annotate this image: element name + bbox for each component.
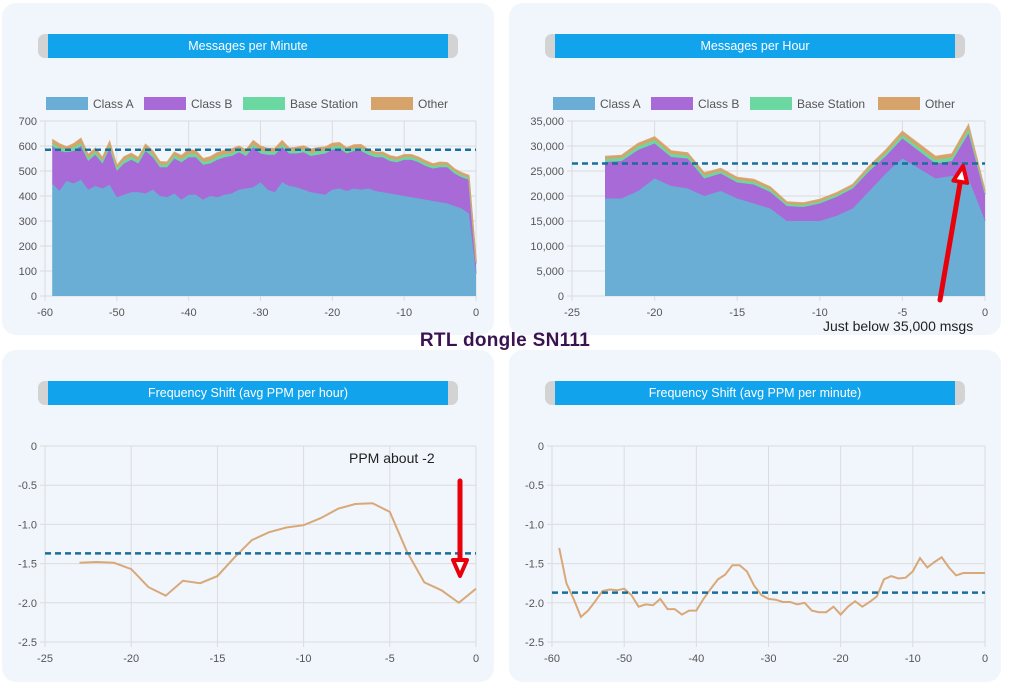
panel-ppm-per-hour (2, 350, 494, 682)
x-tick-label: -10 (396, 307, 412, 319)
y-tick-label: 35,000 (530, 116, 564, 128)
area-edge-other (604, 123, 986, 204)
header-messages-per-minute: Messages per Minute (38, 34, 458, 58)
page-title: RTL dongle SN111 (419, 330, 591, 351)
x-tick-label: -5 (898, 307, 908, 319)
y-tick-label: 15,000 (530, 216, 564, 228)
y-tick-label: 500 (19, 166, 37, 178)
area-series-base-station (52, 143, 476, 264)
x-tick-label: -40 (688, 653, 704, 665)
y-tick-label: 5,000 (536, 266, 564, 278)
y-tick-label: -2.5 (18, 637, 37, 649)
legend-label: Other (418, 97, 448, 111)
y-tick-label: 100 (19, 266, 37, 278)
area-series-class-b (605, 133, 985, 221)
x-tick-label: -10 (905, 653, 921, 665)
area-series-class-a (605, 158, 985, 296)
y-tick-label: 0 (31, 291, 37, 303)
x-tick-label: -5 (385, 653, 395, 665)
y-tick-label: 700 (19, 116, 37, 128)
x-tick-label: -20 (123, 653, 139, 665)
y-tick-label: -2.5 (525, 637, 544, 649)
x-tick-label: -10 (296, 653, 312, 665)
legend-label: Class A (600, 97, 641, 111)
panel-ppm-per-minute (509, 350, 1001, 682)
y-tick-label: 300 (19, 216, 37, 228)
legend-swatch-class-a (553, 97, 595, 110)
y-tick-label: 200 (19, 241, 37, 253)
y-tick-label: 0 (31, 441, 37, 453)
y-tick-label: 400 (19, 191, 37, 203)
ppm-line (558, 547, 985, 619)
legend-label: Class B (698, 97, 739, 111)
y-tick-label: -1.5 (525, 559, 544, 571)
y-tick-label: 25,000 (530, 166, 564, 178)
chart-title: Messages per Minute (48, 34, 448, 58)
x-tick-label: -25 (564, 307, 580, 319)
legend-swatch-base-station (243, 97, 285, 110)
header-ppm-per-minute: Frequency Shift (avg PPM per minute) (545, 381, 965, 405)
x-tick-label: -30 (761, 653, 777, 665)
y-tick-label: -1.0 (525, 519, 544, 531)
legend-swatch-class-b (651, 97, 693, 110)
x-tick-label: -50 (109, 307, 125, 319)
x-tick-label: -50 (616, 653, 632, 665)
y-tick-label: 30,000 (530, 141, 564, 153)
x-tick-label: 0 (473, 653, 479, 665)
legend-swatch-other (878, 97, 920, 110)
chart-title: Messages per Hour (555, 34, 955, 58)
arrow-hour-annotation (937, 164, 970, 303)
x-tick-label: -25 (37, 653, 53, 665)
y-tick-label: 0 (558, 291, 564, 303)
y-tick-label: 10,000 (530, 241, 564, 253)
y-tick-label: -2.0 (18, 598, 37, 610)
area-edge-other (51, 137, 477, 262)
y-tick-label: 20,000 (530, 191, 564, 203)
x-tick-label: -15 (209, 653, 225, 665)
x-tick-label: 0 (473, 307, 479, 319)
y-tick-label: -0.5 (18, 480, 37, 492)
legend-swatch-other (371, 97, 413, 110)
legend-swatch-base-station (750, 97, 792, 110)
x-tick-label: -20 (324, 307, 340, 319)
ppm-line (79, 502, 477, 605)
legend-label: Base Station (797, 97, 865, 111)
x-tick-label: -60 (544, 653, 560, 665)
x-tick-label: -20 (833, 653, 849, 665)
x-tick-label: -60 (37, 307, 53, 319)
y-tick-label: -0.5 (525, 480, 544, 492)
legend-label: Class A (93, 97, 134, 111)
x-tick-label: -20 (647, 307, 663, 319)
chart-title: Frequency Shift (avg PPM per hour) (48, 381, 448, 405)
area-series-class-b (52, 146, 476, 274)
annotation-ppm-note: PPM about -2 (349, 450, 435, 466)
header-ppm-per-hour: Frequency Shift (avg PPM per hour) (38, 381, 458, 405)
chart-title: Frequency Shift (avg PPM per minute) (555, 381, 955, 405)
y-tick-label: -1.0 (18, 519, 37, 531)
x-tick-label: -10 (812, 307, 828, 319)
legend-swatch-class-b (144, 97, 186, 110)
legend-label: Other (925, 97, 955, 111)
y-tick-label: -2.0 (525, 598, 544, 610)
x-tick-label: 0 (982, 653, 988, 665)
y-tick-label: 0 (538, 441, 544, 453)
legend-label: Base Station (290, 97, 358, 111)
annotation-hour-note: Just below 35,000 msgs (823, 318, 974, 334)
x-tick-label: -15 (729, 307, 745, 319)
x-tick-label: 0 (982, 307, 988, 319)
y-tick-label: 600 (19, 141, 37, 153)
legend-swatch-class-a (46, 97, 88, 110)
header-messages-per-hour: Messages per Hour (545, 34, 965, 58)
legend-label: Class B (191, 97, 232, 111)
y-tick-label: -1.5 (18, 559, 37, 571)
x-tick-label: -30 (253, 307, 269, 319)
arrow-ppm-annotation (451, 478, 469, 578)
area-series-other (52, 138, 476, 263)
x-tick-label: -40 (181, 307, 197, 319)
area-series-class-a (52, 179, 476, 296)
